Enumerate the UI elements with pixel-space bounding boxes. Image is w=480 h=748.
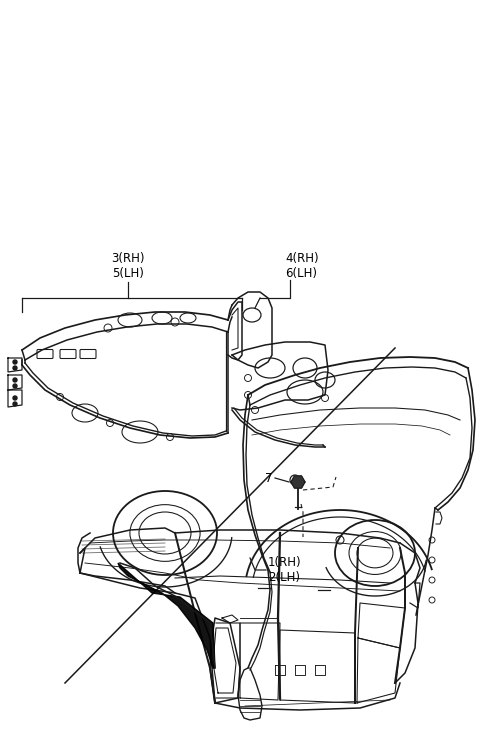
Circle shape xyxy=(13,360,17,364)
Circle shape xyxy=(13,378,17,382)
Text: 3(RH)
5(LH): 3(RH) 5(LH) xyxy=(111,252,145,280)
Polygon shape xyxy=(291,476,305,488)
Text: 1(RH)
2(LH): 1(RH) 2(LH) xyxy=(268,556,301,584)
Text: 7: 7 xyxy=(265,471,273,485)
Text: 4(RH)
6(LH): 4(RH) 6(LH) xyxy=(285,252,319,280)
Circle shape xyxy=(13,366,17,370)
Circle shape xyxy=(13,384,17,388)
Polygon shape xyxy=(118,563,215,668)
Circle shape xyxy=(13,396,17,400)
Circle shape xyxy=(13,402,17,406)
